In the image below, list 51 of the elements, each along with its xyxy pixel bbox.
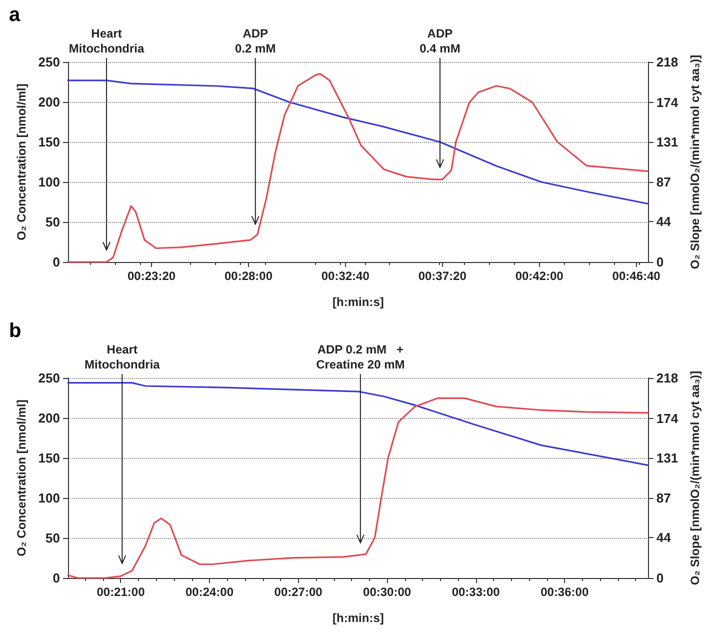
y-tick-label: 50 [46,530,60,546]
y-tick-label: 150 [38,450,60,466]
x-tick-label: 00:24:00 [185,585,234,599]
x-tick-label: 00:37:20 [418,269,467,283]
x-axis-title: [h:min:s] [332,611,384,625]
y2-tick-label: 0 [656,570,664,586]
ref-line-label: ADP 0.2 mM [235,26,276,56]
y2-tick-label: 174 [656,94,679,110]
x-tick-label: 00:32:40 [321,269,370,283]
y-tick-label: 200 [38,94,60,110]
y2-axis-title: O₂ Slope [nmolO₂/(min*nmol cyt aa₃)] [688,370,702,586]
line-series [67,382,649,466]
x-tick-label: 00:21:00 [96,585,146,599]
y2-tick-label: 44 [656,214,672,230]
y2-tick-label: 0 [656,254,664,270]
y-axis-title: O₂ Concentration [nmol/ml] [14,400,28,556]
ref-line-label: ADP 0.2 mM + Creatine 20 mM [316,342,405,372]
line-series [67,80,648,204]
y2-tick-label: 218 [656,54,678,70]
x-tick-label: 00:23:20 [128,269,176,283]
ref-line-label: Heart Mitochondria [68,26,145,56]
ref-line-label: ADP 0.4 mM [420,26,460,56]
y-tick-label: 250 [38,54,60,70]
x-tick-label: 00:28:00 [224,269,273,283]
ref-line-label: Heart Mitochondria [84,342,160,372]
y2-axis-title: O₂ Slope [nmolO₂/(min*nmol cyt aa₃)] [688,54,702,270]
x-tick-label: 00:27:00 [274,585,323,599]
y2-tick-label: 174 [656,410,679,426]
y2-tick-label: 87 [656,174,671,190]
y-tick-label: 0 [52,254,60,270]
y2-tick-label: 44 [656,530,672,546]
y-tick-label: 50 [46,214,60,230]
y-tick-label: 0 [52,570,60,586]
y-axis-title: O₂ Concentration [nmol/ml] [14,84,28,240]
y2-tick-label: 131 [656,450,678,466]
x-tick-label: 00:42:00 [515,269,564,283]
x-tick-label: 00:36:00 [540,585,589,599]
y2-tick-label: 131 [656,134,678,150]
y-tick-label: 250 [38,370,60,386]
chart-title: a [9,4,21,26]
y-tick-label: 200 [38,410,60,426]
x-axis-title: [h:min:s] [332,295,384,309]
x-tick-label: 00:33:00 [452,585,500,599]
x-tick-label: 00:46:40 [612,269,661,283]
y2-tick-label: 218 [656,370,678,386]
y-tick-label: 150 [38,134,60,150]
chart-title: b [9,320,22,342]
y-tick-label: 100 [38,174,60,190]
y2-tick-label: 87 [656,490,671,506]
y-tick-label: 100 [38,490,60,506]
x-tick-label: 00:30:00 [363,585,412,599]
